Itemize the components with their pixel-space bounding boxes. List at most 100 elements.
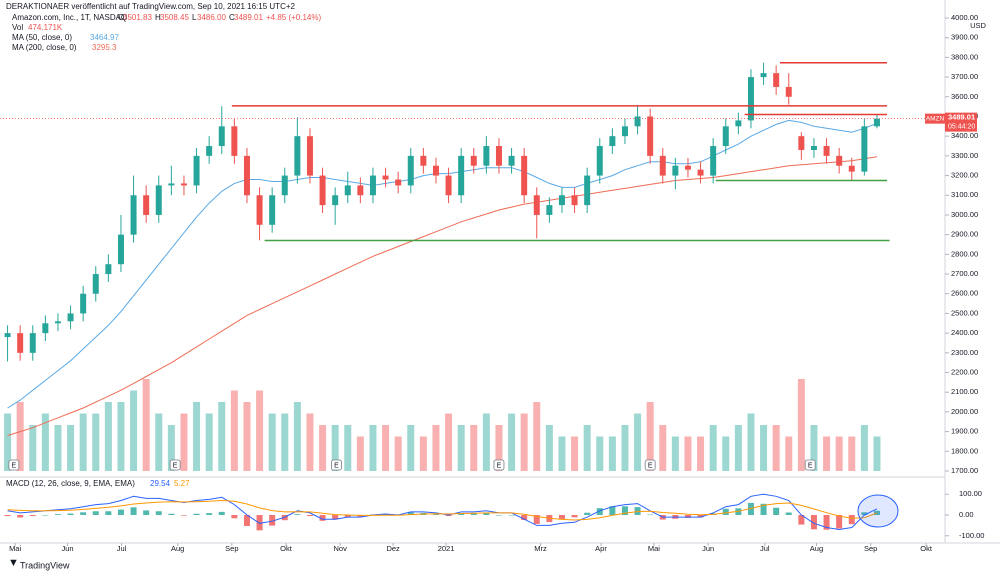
ma-legend: MA (200, close, 0) bbox=[12, 43, 77, 52]
y-tick-label: 3600.00 bbox=[951, 92, 978, 101]
candle-body bbox=[546, 205, 553, 215]
candle-body bbox=[306, 136, 313, 176]
x-tick-label: 2021 bbox=[438, 544, 455, 553]
candle-body bbox=[647, 116, 654, 156]
candle-body bbox=[332, 195, 339, 206]
macd-histogram bbox=[231, 515, 238, 519]
y-tick-label: 4000.00 bbox=[951, 13, 978, 22]
x-tick-label: Apr bbox=[595, 544, 607, 553]
candle-body bbox=[470, 155, 477, 166]
quote-key: H bbox=[155, 13, 161, 22]
macd-histogram bbox=[798, 515, 805, 525]
candle-body bbox=[760, 73, 767, 78]
volume-bar bbox=[180, 413, 188, 471]
symbol-tag-label: AMZN bbox=[926, 115, 945, 122]
publisher: DERAKTIONAER veröffentlicht auf TradingV… bbox=[6, 2, 296, 11]
volume-bar bbox=[558, 436, 566, 471]
volume-bar bbox=[583, 425, 591, 471]
y-tick-label: 2600.00 bbox=[951, 289, 978, 298]
volume-bar bbox=[369, 425, 377, 471]
volume-bar bbox=[41, 413, 49, 471]
volume-bar bbox=[860, 425, 868, 471]
candle-body bbox=[445, 175, 452, 196]
x-tick-label: Jun bbox=[702, 544, 714, 553]
macd-histogram bbox=[306, 515, 313, 517]
volume-bar bbox=[747, 413, 755, 471]
candle-body bbox=[407, 155, 414, 186]
macd-histogram bbox=[747, 502, 754, 515]
candle-body bbox=[735, 120, 742, 127]
volume-bar bbox=[848, 436, 856, 471]
volume-bar bbox=[634, 413, 642, 471]
macd-histogram bbox=[584, 512, 591, 515]
candle-body bbox=[798, 136, 805, 150]
volume-bar bbox=[4, 413, 12, 471]
y-tick-label: 2500.00 bbox=[951, 308, 978, 317]
x-tick-label: Mrz bbox=[534, 544, 547, 553]
macd-y-tick-label: 100.00 bbox=[959, 489, 982, 498]
earnings-label: E bbox=[12, 462, 17, 469]
macd-histogram bbox=[609, 506, 616, 515]
candle-body bbox=[92, 274, 99, 294]
macd-histogram bbox=[848, 515, 855, 525]
macd-histogram bbox=[143, 510, 150, 515]
quote-value: 3501.83 bbox=[123, 13, 152, 22]
footer: TradingView bbox=[20, 560, 70, 570]
signal-line bbox=[7, 499, 878, 521]
candle-body bbox=[672, 165, 679, 176]
macd-histogram bbox=[684, 515, 691, 518]
volume-bar bbox=[419, 436, 427, 471]
macd-histogram bbox=[458, 513, 465, 515]
volume-bar bbox=[445, 413, 453, 471]
macd-histogram bbox=[810, 515, 817, 530]
candle-body bbox=[105, 264, 112, 275]
y-tick-label: 2800.00 bbox=[951, 249, 978, 258]
volume-legend-value: 474.171K bbox=[28, 23, 63, 32]
candle-body bbox=[382, 175, 389, 180]
earnings-label: E bbox=[497, 462, 502, 469]
x-tick-label: Dez bbox=[386, 544, 400, 553]
volume-bar bbox=[734, 425, 742, 471]
y-tick-label: 1700.00 bbox=[951, 466, 978, 475]
ma-legend: MA (50, close, 0) bbox=[12, 33, 72, 42]
candle-body bbox=[319, 175, 326, 206]
volume-bar bbox=[545, 425, 553, 471]
candle-body bbox=[231, 126, 238, 156]
macd-histogram bbox=[407, 512, 414, 515]
volume-bar bbox=[470, 425, 478, 471]
volume-bar bbox=[306, 413, 314, 471]
volume-bar bbox=[659, 425, 667, 471]
macd-histogram bbox=[105, 511, 112, 515]
candle-body bbox=[29, 333, 36, 353]
ma-legend-value: 3295.3 bbox=[92, 43, 117, 52]
volume-bar bbox=[482, 413, 490, 471]
candle-body bbox=[823, 146, 830, 156]
y-tick-label: 3800.00 bbox=[951, 52, 978, 61]
y-tick-label: 2100.00 bbox=[951, 387, 978, 396]
macd-histogram bbox=[571, 515, 578, 518]
y-tick-label: 1800.00 bbox=[951, 446, 978, 455]
candle-body bbox=[621, 126, 628, 137]
candle-body bbox=[836, 155, 843, 166]
x-tick-label: Okt bbox=[920, 544, 933, 553]
earnings-label: E bbox=[648, 462, 653, 469]
volume-bar bbox=[205, 413, 213, 471]
volume-bar bbox=[495, 425, 503, 471]
quote-value: 3486.00 bbox=[197, 13, 226, 22]
volume-bar bbox=[772, 425, 780, 471]
volume-bar bbox=[167, 425, 175, 471]
candle-body bbox=[584, 175, 591, 206]
candle-body bbox=[395, 179, 402, 186]
macd-histogram bbox=[332, 515, 339, 520]
volume-bar bbox=[608, 436, 616, 471]
candle-body bbox=[143, 195, 150, 215]
x-tick-label: Jul bbox=[117, 544, 127, 553]
macd-histogram bbox=[445, 515, 452, 517]
macd-histogram bbox=[67, 513, 74, 515]
volume-bar bbox=[268, 413, 276, 471]
volume-bar bbox=[382, 425, 390, 471]
macd-histogram bbox=[168, 513, 175, 515]
volume-bar bbox=[142, 379, 150, 471]
